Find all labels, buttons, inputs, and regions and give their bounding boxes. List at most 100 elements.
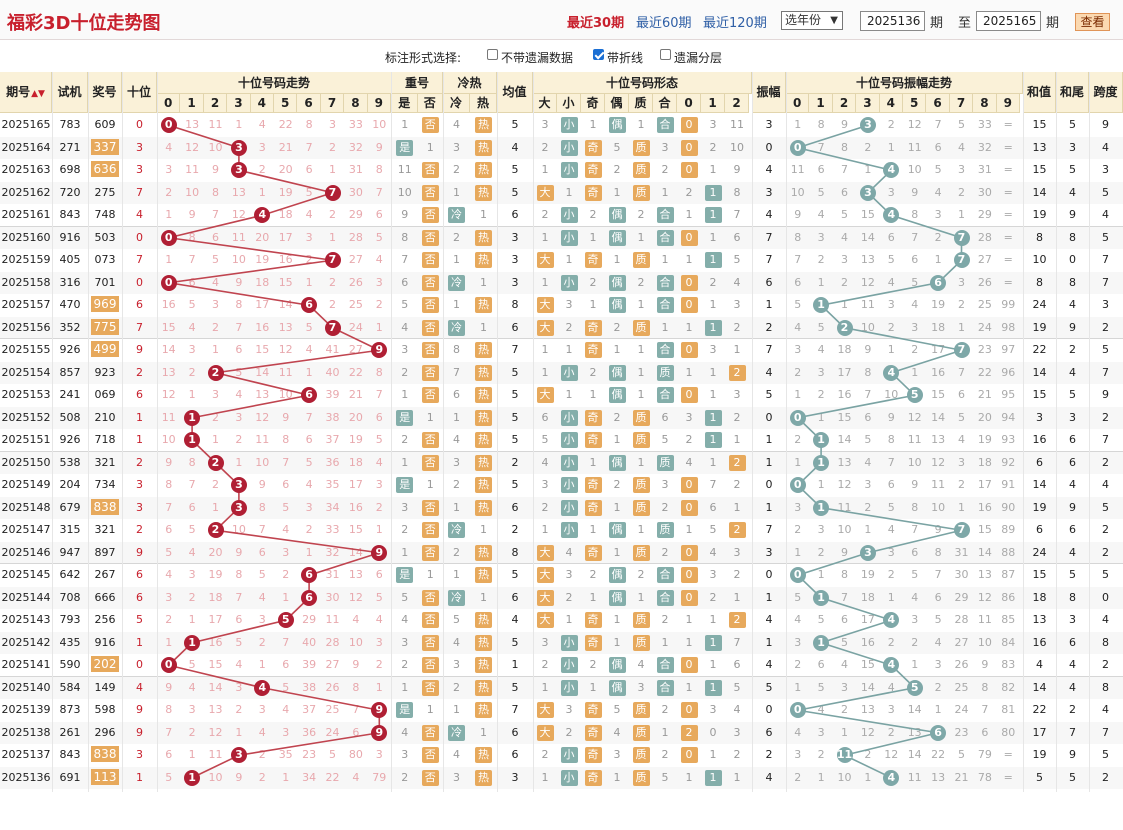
- trend-omission: 40: [325, 365, 340, 379]
- form-mark: 小: [560, 139, 578, 156]
- prize-number: 321: [94, 455, 116, 469]
- sort-icon[interactable]: ▲▼: [31, 89, 45, 99]
- sum-value: 10: [1032, 253, 1047, 266]
- amp-trend-omission: 12: [977, 590, 992, 604]
- options-bar: 标注形式选择: 不带遗漏数据 带折线 遗漏分层: [0, 41, 1123, 71]
- form-omission: 2: [685, 433, 693, 446]
- amp-trend-omission: 17: [837, 365, 852, 379]
- no-omission-checkbox[interactable]: [487, 49, 498, 60]
- trend-omission: 22: [325, 770, 340, 784]
- trend-omission: 10: [208, 140, 223, 154]
- trend-ball: 0: [160, 657, 177, 674]
- amplitude-value: 1: [765, 590, 773, 604]
- trend-ball: 0: [160, 117, 177, 134]
- trial-number: 204: [59, 478, 81, 491]
- amp-trend-omission: 88: [1001, 545, 1016, 559]
- form-mark: 2: [728, 612, 746, 628]
- trend-omission: 40: [302, 635, 317, 649]
- form-omission: 1: [541, 523, 549, 536]
- repeat-mark: 否: [421, 252, 439, 268]
- form-mark: 1: [704, 207, 722, 223]
- chevron-down-icon: ▼: [830, 15, 838, 26]
- sum-value: 13: [1032, 140, 1047, 154]
- amp-trend-omission: 1: [864, 523, 872, 536]
- subheader-form-6: 0: [677, 94, 701, 113]
- trend-omission: 34: [325, 500, 340, 514]
- recent-30-link[interactable]: 最近30期: [567, 16, 625, 31]
- amp-trend-ball: 1: [813, 634, 830, 651]
- form-mark-cell: 偶: [605, 677, 629, 700]
- trend-ball: 9: [371, 724, 388, 741]
- amp-trend-omission: 1: [794, 680, 802, 694]
- amp-trend-omission: 25: [977, 298, 992, 311]
- repeat-mark-cell: 否: [418, 542, 444, 565]
- amp-trend-omission: 3: [794, 748, 802, 761]
- amp-trend-omission: 3: [794, 343, 802, 356]
- form-mark-cell: 合: [653, 272, 677, 295]
- from-issue-input[interactable]: 2025136: [860, 11, 925, 31]
- form-mark-cell: 合: [653, 227, 677, 250]
- hotcold-omission: 1: [453, 298, 460, 311]
- trend-omission: 2: [328, 140, 336, 154]
- hotcold-mark: 热: [475, 679, 492, 696]
- amp-trend-omission: 7: [934, 118, 942, 131]
- omission-layer-checkbox[interactable]: [660, 49, 671, 60]
- amp-trend-omission: 1: [817, 275, 825, 289]
- trend-omission: 9: [235, 770, 243, 784]
- repeat-mark-cell: 否: [418, 654, 444, 677]
- trend-omission: 9: [188, 208, 196, 221]
- repeat-mark-cell: 否: [418, 159, 444, 182]
- with-line-checkbox[interactable]: [593, 49, 604, 60]
- trend-omission: 38: [302, 680, 317, 694]
- repeat-mark: 否: [421, 117, 439, 133]
- prize-number: 149: [94, 680, 116, 694]
- tail-value: 4: [1069, 545, 1076, 559]
- to-qi-label: 期: [1046, 16, 1060, 31]
- form-omission: 3: [733, 388, 741, 401]
- form-omission: 0: [709, 725, 717, 739]
- subheader-digit-9: 9: [367, 94, 391, 113]
- form-mark: 大: [536, 252, 554, 268]
- hotcold-mark: 热: [475, 544, 492, 561]
- average-value: 6: [511, 748, 519, 761]
- average-value: 5: [511, 410, 519, 424]
- prize-number: 718: [94, 433, 116, 446]
- form-omission: 2: [541, 140, 549, 154]
- form-mark-cell: 大: [533, 542, 557, 565]
- to-issue-input[interactable]: 2025165: [976, 11, 1041, 31]
- trend-omission: 16: [255, 320, 270, 334]
- span-value: 2: [1102, 320, 1109, 334]
- year-select[interactable]: 选年份 ▼: [781, 11, 843, 30]
- amp-trend-omission: 4: [817, 343, 825, 356]
- view-button[interactable]: 查看: [1075, 13, 1110, 31]
- form-omission: 1: [637, 298, 645, 311]
- form-omission: 1: [661, 725, 669, 739]
- repeat-mark-cell: 是: [392, 699, 418, 722]
- form-mark-cell: 小: [557, 429, 581, 452]
- amp-trend-omission: 11: [907, 140, 922, 154]
- recent-120-link[interactable]: 最近120期: [703, 16, 767, 31]
- trial-number: 783: [59, 118, 81, 131]
- amplitude-value: 1: [765, 298, 773, 311]
- trend-omission: 4: [165, 140, 173, 154]
- prize-number: 897: [94, 545, 116, 559]
- subheader-hotcold-0: 冷: [443, 94, 470, 113]
- trend-omission: 5: [188, 523, 196, 536]
- hotcold-mark-cell: 冷: [443, 317, 470, 340]
- form-mark-cell: 质: [629, 722, 653, 745]
- amp-trend-omission: 14: [860, 680, 875, 694]
- amp-trend-ball: 7: [953, 522, 970, 539]
- recent-60-link[interactable]: 最近60期: [636, 16, 692, 31]
- form-omission: 2: [589, 568, 597, 581]
- amp-trend-omission: 98: [1001, 320, 1016, 334]
- repeat-mark: 是: [396, 567, 414, 583]
- repeat-mark: 否: [421, 432, 439, 448]
- issue-number: 2025144: [1, 590, 51, 604]
- repeat-mark: 否: [421, 747, 439, 763]
- form-mark: 奇: [584, 409, 602, 426]
- hotcold-mark-cell: 冷: [443, 519, 470, 542]
- hotcold-omission: 2: [453, 163, 460, 176]
- amp-trend-omission: 5: [794, 298, 802, 311]
- trend-omission: 1: [235, 455, 243, 469]
- issue-number: 2025151: [1, 433, 51, 446]
